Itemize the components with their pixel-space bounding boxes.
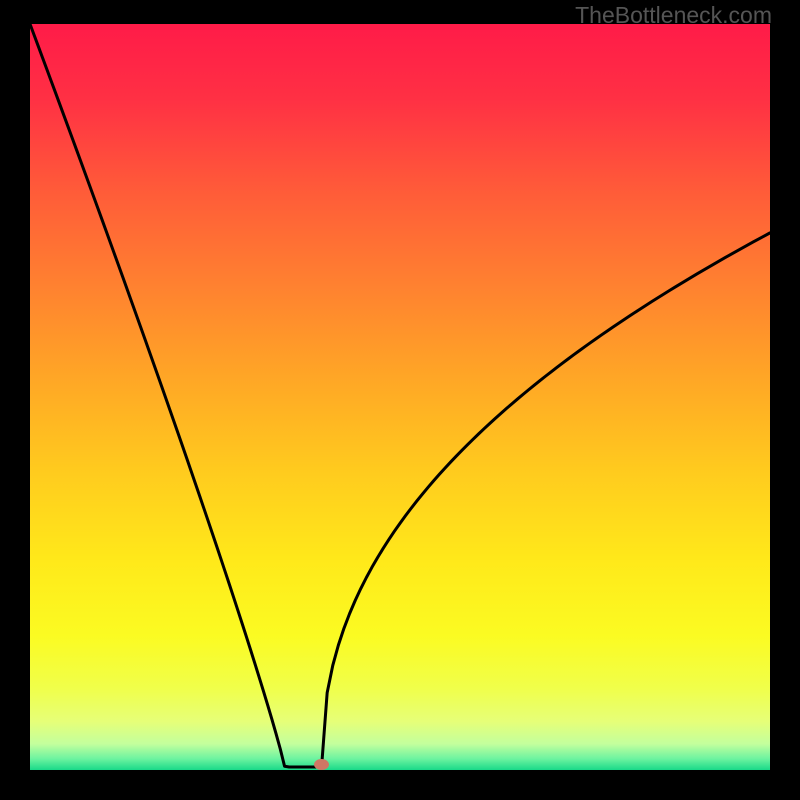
optimum-marker [314, 759, 329, 770]
watermark-text: TheBottleneck.com [575, 2, 772, 29]
plot-area [30, 24, 770, 770]
bottleneck-curve [30, 24, 770, 770]
chart-frame: TheBottleneck.com [0, 0, 800, 800]
